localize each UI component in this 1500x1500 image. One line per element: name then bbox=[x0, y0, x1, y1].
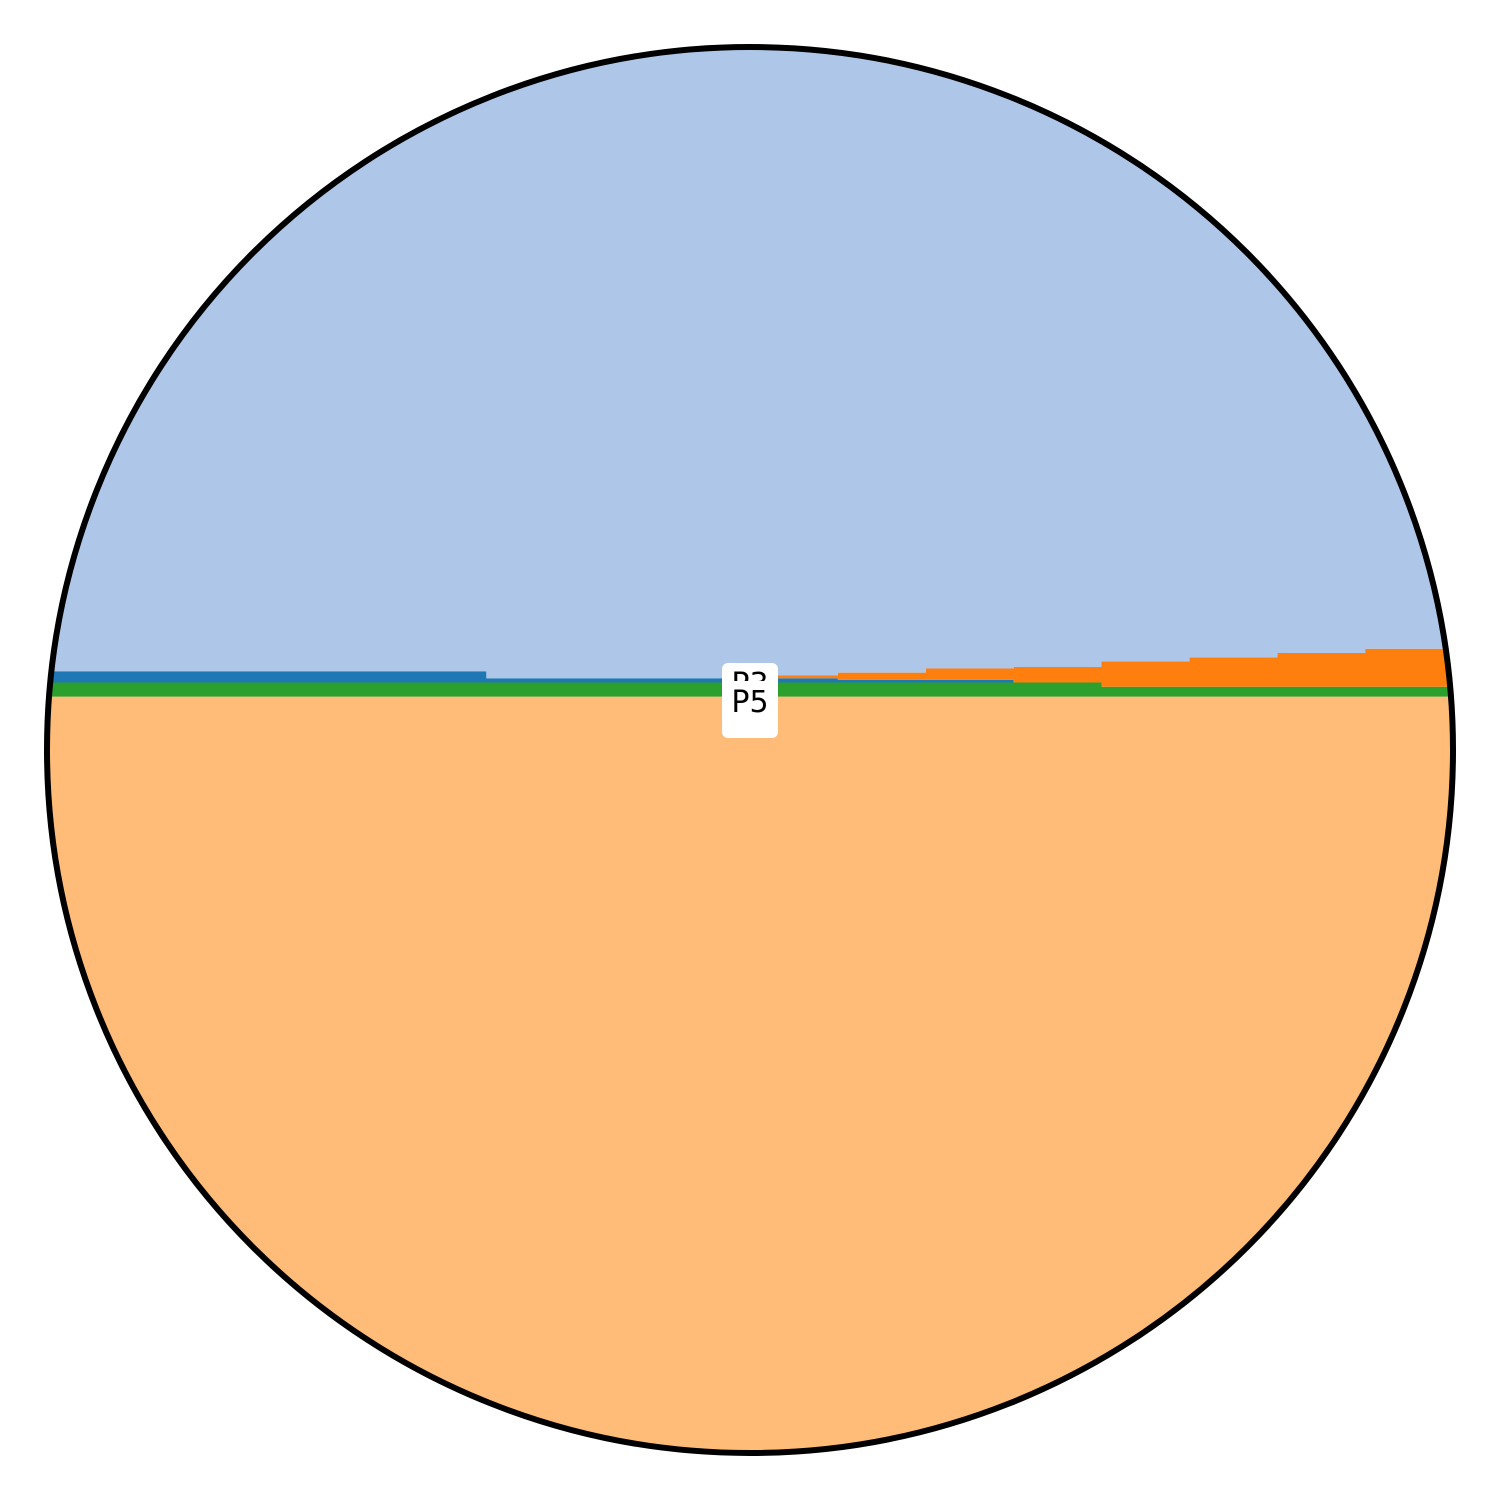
area-series-layer bbox=[47, 47, 1453, 1453]
plot-boundary-circle bbox=[44, 44, 1456, 1456]
area-series-3 bbox=[47, 644, 1453, 687]
area-series-0 bbox=[47, 696, 1453, 1453]
annotation-p5-text: P5 bbox=[731, 685, 768, 720]
area-series-4 bbox=[47, 47, 1453, 679]
annotation-p5: P5 bbox=[722, 681, 778, 738]
